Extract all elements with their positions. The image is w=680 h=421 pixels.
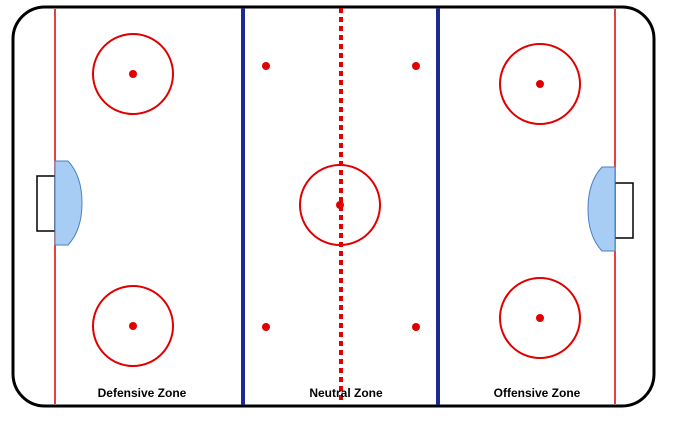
neutral-zone-dot xyxy=(412,62,420,70)
neutral-zone-dot xyxy=(412,323,420,331)
rink-boards xyxy=(11,5,656,408)
zone-label-offensive: Offensive Zone xyxy=(494,386,581,400)
faceoff-circle-offensive-top xyxy=(499,43,581,125)
zone-label-neutral: Neutral Zone xyxy=(309,386,383,400)
faceoff-circle-defensive-bottom xyxy=(92,285,174,367)
faceoff-circle-offensive-bottom xyxy=(499,277,581,359)
neutral-zone-dot xyxy=(262,62,270,70)
faceoff-circle-defensive-top xyxy=(92,33,174,115)
center-ice-dot xyxy=(336,201,344,209)
neutral-zone-dot xyxy=(262,323,270,331)
zone-label-defensive: Defensive Zone xyxy=(98,386,187,400)
net-left xyxy=(36,175,56,232)
faceoff-dot xyxy=(536,314,544,322)
faceoff-dot xyxy=(129,70,137,78)
faceoff-dot xyxy=(129,322,137,330)
faceoff-dot xyxy=(536,80,544,88)
goal-crease-right xyxy=(587,166,616,252)
goal-crease-left xyxy=(54,160,83,246)
net-right xyxy=(614,182,634,239)
center-ice-circle xyxy=(299,164,381,246)
